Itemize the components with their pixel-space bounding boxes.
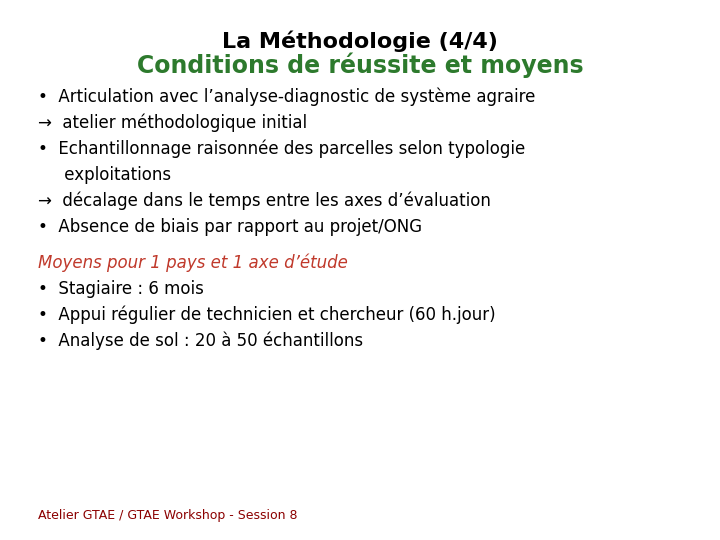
Text: exploitations: exploitations — [38, 166, 171, 184]
Text: •  Echantillonnage raisonnée des parcelles selon typologie: • Echantillonnage raisonnée des parcelle… — [38, 140, 526, 159]
Text: •  Appui régulier de technicien et chercheur (60 h.jour): • Appui régulier de technicien et cherch… — [38, 306, 495, 325]
Text: La Méthodologie (4/4): La Méthodologie (4/4) — [222, 30, 498, 51]
Text: •  Absence de biais par rapport au projet/ONG: • Absence de biais par rapport au projet… — [38, 218, 422, 236]
Text: •  Articulation avec l’analyse-diagnostic de système agraire: • Articulation avec l’analyse-diagnostic… — [38, 88, 536, 106]
Text: Moyens pour 1 pays et 1 axe d’étude: Moyens pour 1 pays et 1 axe d’étude — [38, 254, 348, 273]
Text: Atelier GTAE / GTAE Workshop - Session 8: Atelier GTAE / GTAE Workshop - Session 8 — [38, 509, 297, 522]
Text: →  atelier méthodologique initial: → atelier méthodologique initial — [38, 114, 307, 132]
Text: •  Analyse de sol : 20 à 50 échantillons: • Analyse de sol : 20 à 50 échantillons — [38, 332, 363, 350]
Text: •  Stagiaire : 6 mois: • Stagiaire : 6 mois — [38, 280, 204, 298]
Text: Conditions de réussite et moyens: Conditions de réussite et moyens — [137, 53, 583, 78]
Text: →  décalage dans le temps entre les axes d’évaluation: → décalage dans le temps entre les axes … — [38, 192, 491, 211]
